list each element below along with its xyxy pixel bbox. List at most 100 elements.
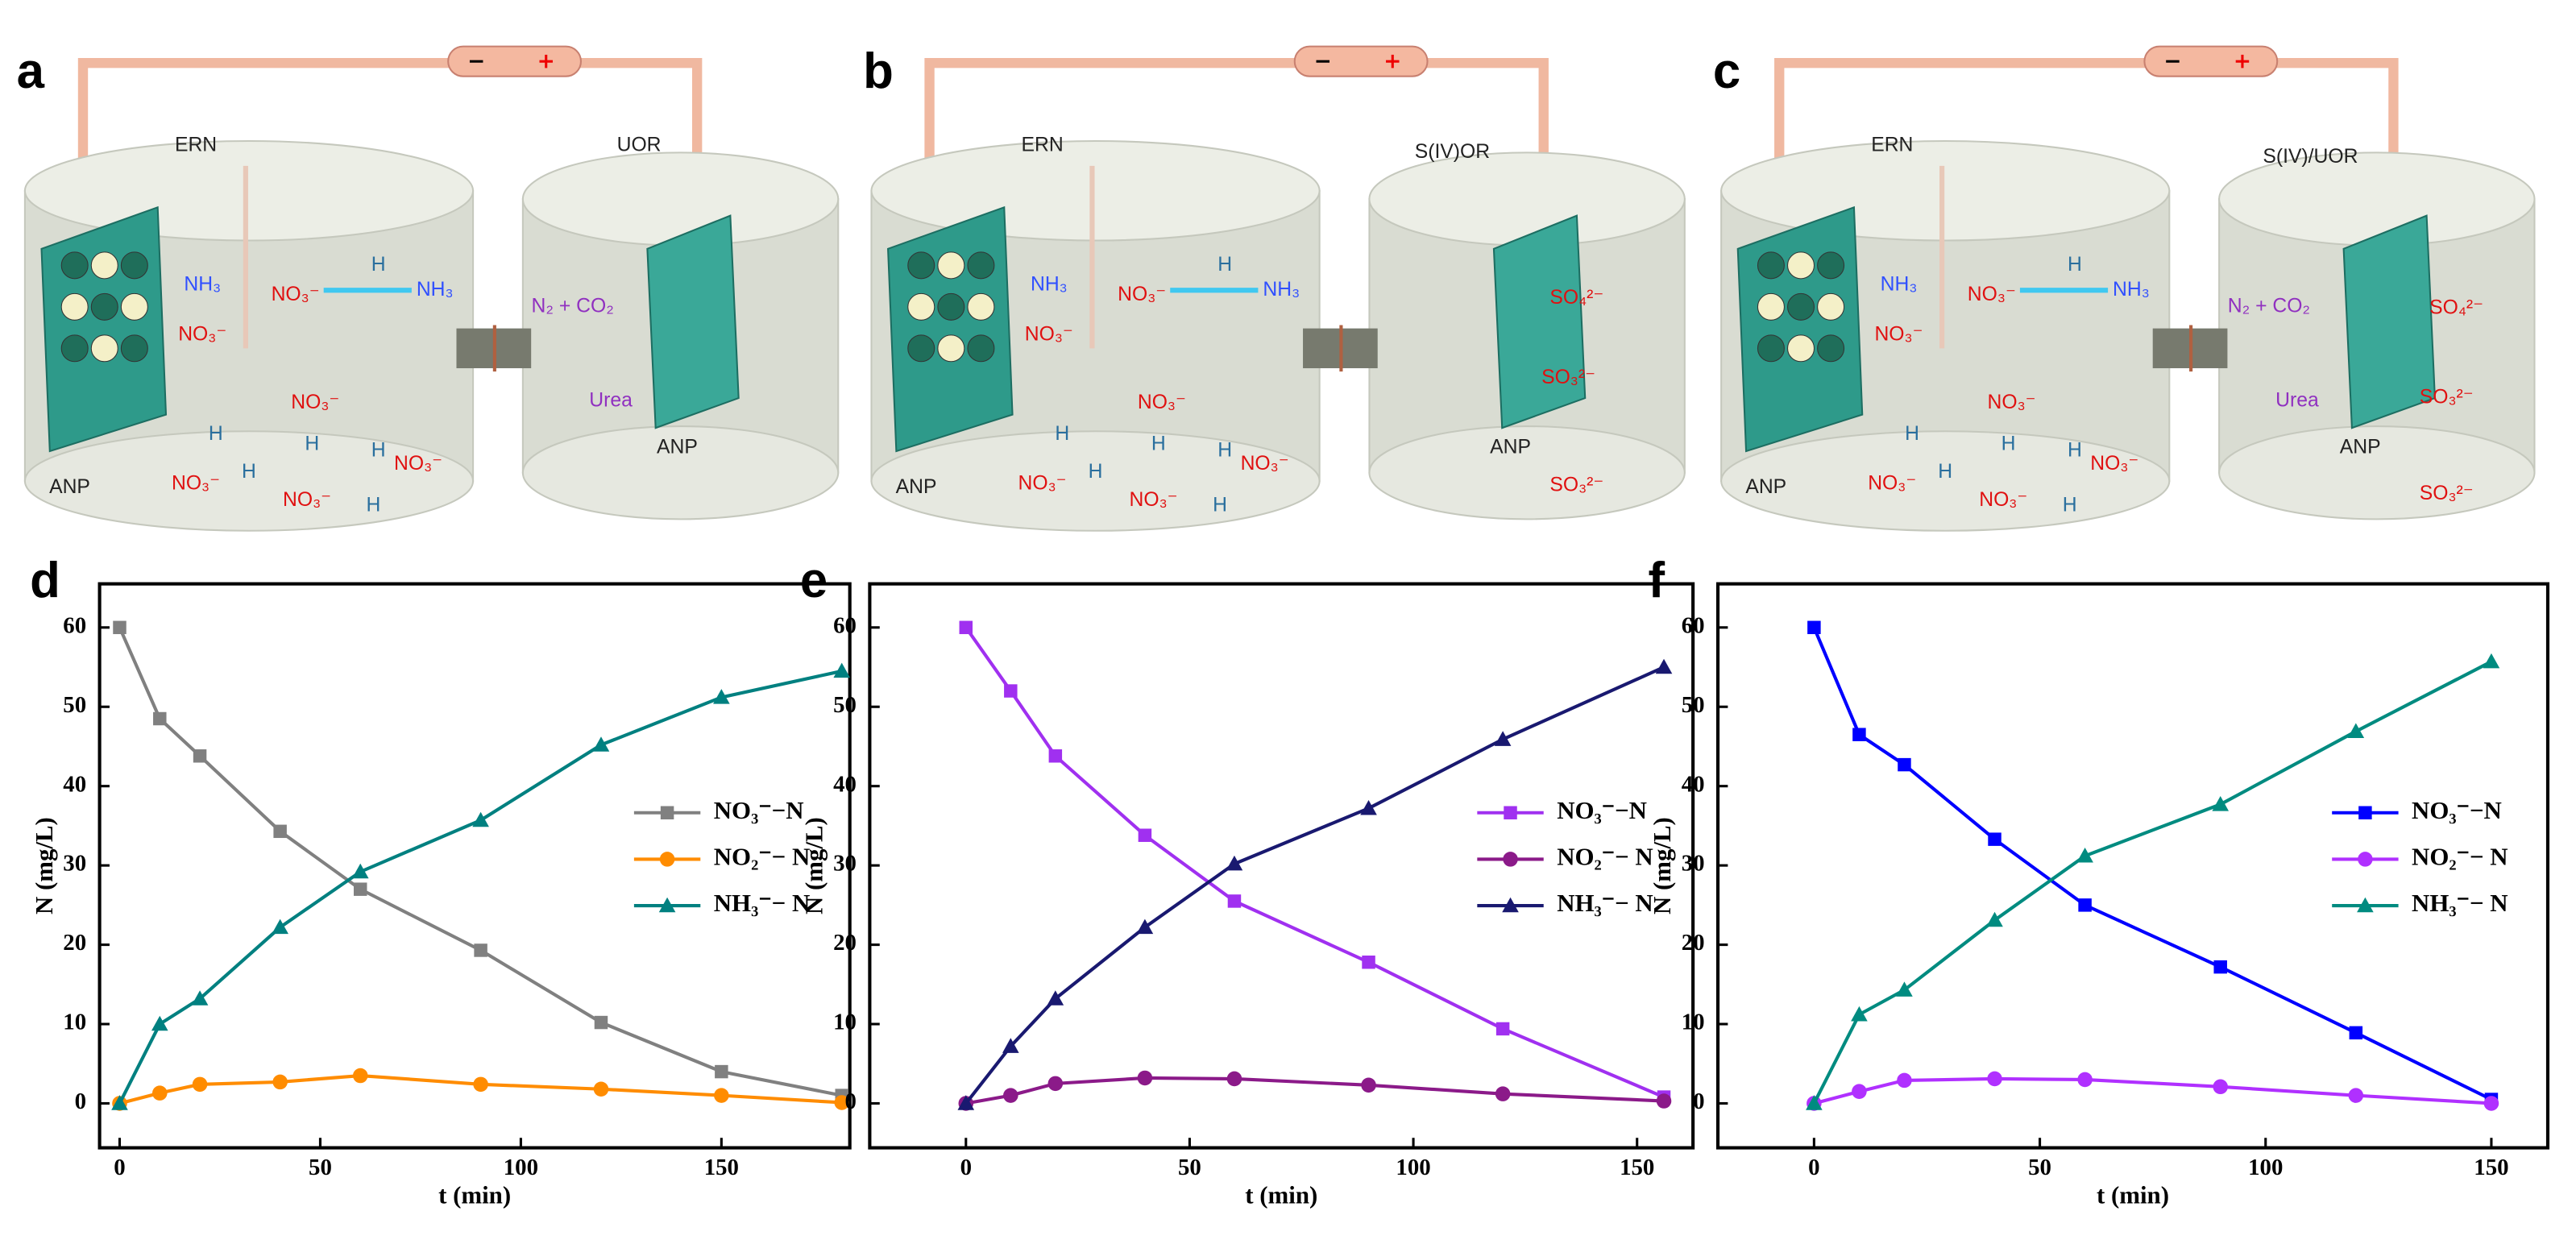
marker xyxy=(1136,918,1154,935)
legend-marker xyxy=(1503,852,1518,867)
battery xyxy=(1293,45,1429,77)
marker xyxy=(1806,1095,1823,1110)
legend-marker xyxy=(1504,806,1517,819)
legend-marker xyxy=(2357,897,2374,913)
legend-label: NO₃⁻−N xyxy=(714,796,804,824)
diagram-label: ANP xyxy=(896,476,937,498)
anode xyxy=(646,214,740,429)
diagram-label: NO₃⁻ xyxy=(1988,392,2036,413)
catalyst-sphere xyxy=(907,292,935,321)
diagram-label: NH₃ xyxy=(1263,279,1300,301)
catalyst-sphere xyxy=(907,334,935,363)
marker xyxy=(1987,1071,2002,1087)
marker xyxy=(2483,653,2500,669)
diagram-label: NH₃ xyxy=(1881,274,1918,296)
marker xyxy=(474,943,487,957)
catalyst-sphere xyxy=(907,251,935,280)
diagram-label: NO₃⁻ xyxy=(1241,453,1289,475)
legend-marker xyxy=(1502,897,1519,913)
marker xyxy=(2212,796,2230,811)
diagram-label: NO₃⁻ xyxy=(1025,323,1073,345)
catalyst-sphere xyxy=(120,251,148,280)
cell-top xyxy=(23,139,475,242)
diagram-label: H xyxy=(1213,494,1227,516)
diagram-label: H xyxy=(2068,439,2082,461)
marker xyxy=(192,1076,208,1093)
series-line xyxy=(964,626,1665,1099)
diagram-label: H xyxy=(1905,423,1919,445)
x-axis-label: t (min) xyxy=(1245,1180,1317,1209)
x-tick-label: 100 xyxy=(504,1155,538,1180)
marker xyxy=(472,811,489,827)
legend-marker xyxy=(660,806,674,819)
catalyst-sphere xyxy=(937,334,965,363)
catalyst-sphere xyxy=(937,292,965,321)
marker xyxy=(2349,1026,2363,1040)
y-tick-label: 0 xyxy=(844,1088,856,1114)
diagram-label: H xyxy=(1151,433,1166,454)
diagram-label: NH₃ xyxy=(2113,279,2150,301)
diagram-label: NO₃⁻ xyxy=(1130,489,1178,511)
series-line xyxy=(965,1076,1665,1105)
marker xyxy=(2213,1079,2228,1095)
legend-marker xyxy=(2358,806,2372,819)
panel-label: d xyxy=(30,553,60,608)
marker xyxy=(272,918,288,935)
marker xyxy=(2347,723,2365,738)
y-axis-label: N (mg/L) xyxy=(800,817,828,914)
catalyst-sphere xyxy=(1817,292,1845,321)
cell-bottom xyxy=(521,425,840,520)
marker xyxy=(1004,684,1018,698)
diagram-label: NO₃⁻ xyxy=(172,473,220,495)
x-tick-label: 50 xyxy=(1178,1155,1201,1180)
diagram-label: N₂ + CO₂ xyxy=(532,295,614,317)
marker xyxy=(351,863,369,879)
diagram-label: ERN xyxy=(1871,135,1913,156)
marker xyxy=(352,1068,368,1084)
diagram-label: H xyxy=(305,433,319,454)
marker xyxy=(151,1015,168,1031)
cell-top xyxy=(521,151,840,247)
catalyst-sphere xyxy=(120,292,148,321)
diagram-label: ANP xyxy=(657,436,698,458)
marker xyxy=(113,620,127,635)
legend-marker xyxy=(658,897,676,913)
diagram-label: SO₃²⁻ xyxy=(1541,367,1595,388)
y-tick-label: 50 xyxy=(833,692,857,718)
panel-label: f xyxy=(1649,553,1665,608)
diagram-label: SO₄²⁻ xyxy=(1549,287,1603,309)
cathode xyxy=(1736,205,1864,453)
marker xyxy=(957,1095,975,1110)
diagram-label: NO₃⁻ xyxy=(394,453,442,475)
catalyst-sphere xyxy=(1787,292,1815,321)
diagram-label: H xyxy=(1089,461,1103,483)
panel-label: a xyxy=(17,44,45,99)
diagram-label: ANP xyxy=(1745,476,1786,498)
diagram-label: H xyxy=(2068,254,2082,276)
catalyst-sphere xyxy=(90,334,118,363)
diagram-label: ERN xyxy=(1022,135,1064,156)
legend-label: NH₃⁻− N xyxy=(714,889,811,917)
y-tick-label: 50 xyxy=(63,692,86,718)
y-tick-label: 0 xyxy=(75,1088,86,1114)
diagram-label: H xyxy=(1938,461,1952,483)
diagram-label: NH₃ xyxy=(417,279,454,301)
diagram-label: NO₃⁻ xyxy=(2090,453,2138,475)
marker xyxy=(1495,1086,1511,1101)
marker xyxy=(2078,898,2092,912)
legend-label: NH₃⁻− N xyxy=(2412,889,2508,917)
diagram-label: H xyxy=(1217,254,1232,276)
diagram-label: NO₃⁻ xyxy=(1968,284,2016,305)
diagram-label: SO₄²⁻ xyxy=(2429,296,2483,318)
marker xyxy=(152,1085,168,1101)
diagram-label: N₂ + CO₂ xyxy=(2228,295,2310,317)
marker xyxy=(1655,658,1673,674)
y-tick-label: 20 xyxy=(833,930,857,956)
marker xyxy=(1226,1071,1242,1087)
marker xyxy=(2076,848,2093,863)
marker xyxy=(2483,1096,2499,1111)
catalyst-sphere xyxy=(967,251,995,280)
cathode xyxy=(40,205,168,453)
y-tick-label: 40 xyxy=(833,771,857,797)
